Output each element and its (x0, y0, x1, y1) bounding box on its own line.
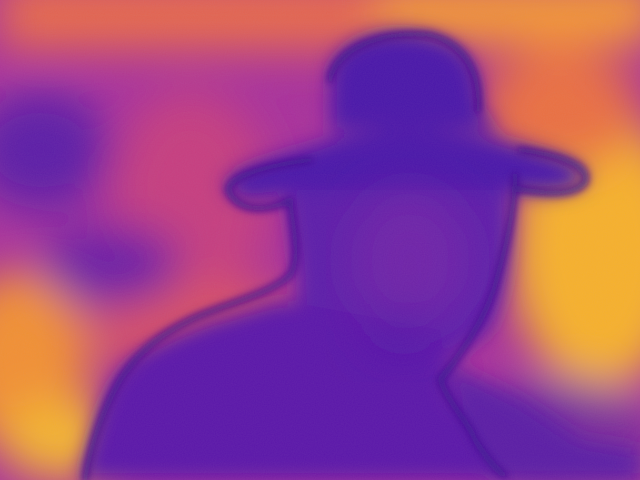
thermal-image-svg (0, 0, 640, 480)
sensor-noise (0, 0, 640, 480)
thermal-image (0, 0, 640, 480)
